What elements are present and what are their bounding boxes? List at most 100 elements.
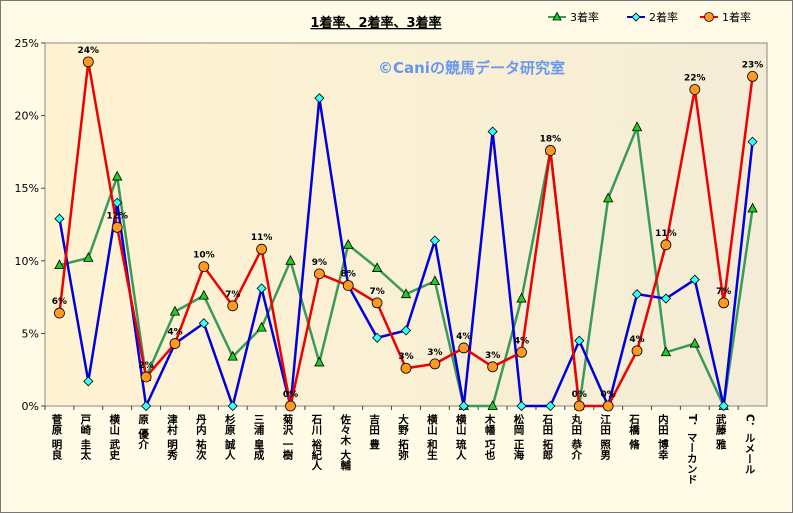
data-point <box>83 376 94 387</box>
data-label: 10% <box>193 251 215 261</box>
x-tick-label: 原 優介 <box>137 414 149 450</box>
data-point <box>747 136 758 147</box>
data-label: 4% <box>514 336 529 346</box>
data-point <box>747 202 758 213</box>
data-point <box>227 400 238 412</box>
legend: 3着率 2着率 1着率 <box>548 10 751 24</box>
data-point <box>660 239 672 251</box>
x-tick-label: 三浦 皇成 <box>253 414 265 460</box>
data-point <box>112 170 123 181</box>
data-point <box>516 400 527 412</box>
legend-marker <box>631 12 641 22</box>
data-point <box>631 289 643 300</box>
data-point <box>429 275 441 286</box>
data-label: 9% <box>312 258 327 268</box>
data-point <box>343 238 354 249</box>
data-point <box>400 288 412 299</box>
data-point <box>487 126 498 137</box>
data-point <box>198 289 210 300</box>
data-point <box>458 342 470 354</box>
x-tick-label: 横山 武史 <box>108 413 120 460</box>
data-point <box>54 259 65 270</box>
data-label: 6% <box>52 297 67 307</box>
x-tick-label: 木幡 巧也 <box>484 413 496 459</box>
data-point <box>112 197 123 208</box>
data-point <box>198 261 210 273</box>
x-tick-label: T．マーカンド <box>686 414 698 484</box>
legend-label: 3着率 <box>570 10 599 24</box>
watermark: ©Caniの競馬データ研究室 <box>378 59 565 77</box>
x-tick-label: 石橋 脩 <box>628 414 640 450</box>
y-tick-label: 0% <box>22 400 39 413</box>
data-point <box>718 297 730 309</box>
data-label: 3% <box>427 348 442 358</box>
data-label: 3% <box>398 352 413 362</box>
x-tick-label: 菊沢 一樹 <box>281 413 293 460</box>
data-point <box>718 400 729 412</box>
data-point <box>54 213 65 224</box>
x-tick-label: 丸田 恭介 <box>570 413 582 460</box>
data-label: 22% <box>684 73 706 83</box>
x-tick-label: C．ルメール <box>744 414 756 474</box>
data-label: 11% <box>655 229 677 239</box>
legend-label: 1着率 <box>722 10 751 24</box>
legend-item: 3着率 <box>548 10 599 24</box>
data-label: 7% <box>369 287 384 297</box>
data-point <box>574 335 585 346</box>
x-tick-label: 石川 裕紀人 <box>310 414 322 470</box>
legend-item: 2着率 <box>627 10 678 24</box>
series-layer <box>54 56 758 412</box>
data-point <box>83 252 94 262</box>
data-point <box>429 358 441 370</box>
x-tick-label: 戸崎 圭太 <box>79 414 91 460</box>
data-label: 0% <box>283 390 298 400</box>
x-tick-label: 内田 博幸 <box>657 413 669 460</box>
x-tick-label: 菅原 明良 <box>50 413 62 460</box>
data-label: 4% <box>456 332 471 342</box>
data-point <box>660 346 672 357</box>
data-point <box>371 262 383 272</box>
data-labels: 6% 24% 12% 2% 4% 10% 7% 11% 0% 9% 8% 7% 3% 3% 4% 3% 4% 18… <box>52 46 764 400</box>
data-point <box>631 345 643 357</box>
data-point <box>487 400 498 410</box>
data-point <box>371 297 383 309</box>
data-point <box>689 337 700 348</box>
data-point <box>487 361 499 373</box>
data-point <box>400 325 412 336</box>
data-label: 4% <box>629 335 644 345</box>
x-tick-label: 吉田 豊 <box>368 413 380 449</box>
data-point <box>141 400 152 412</box>
data-point <box>545 400 556 412</box>
data-point <box>631 121 643 132</box>
data-label: 12% <box>106 211 128 221</box>
data-point <box>111 222 123 233</box>
data-point <box>516 292 527 303</box>
data-point <box>140 371 152 383</box>
series-1 <box>54 121 758 411</box>
data-point <box>169 305 181 316</box>
plot-area <box>44 42 768 407</box>
x-tick-label: 江田 照男 <box>599 413 611 460</box>
data-point <box>458 400 469 412</box>
data-point <box>689 84 701 95</box>
data-point <box>256 243 268 255</box>
data-point <box>372 332 383 343</box>
data-label: 0% <box>572 390 587 400</box>
data-point <box>227 350 238 361</box>
data-point <box>285 254 296 265</box>
x-tick-label: 杉原 誠人 <box>224 413 236 459</box>
x-tick-label: 大野 拓弥 <box>397 413 409 460</box>
data-point <box>314 356 325 367</box>
legend-item: 1着率 <box>700 10 751 24</box>
x-tick-label: 武藤 雅 <box>715 413 727 450</box>
y-tick-label: 5% <box>22 327 39 340</box>
data-point <box>256 283 267 294</box>
data-point <box>227 300 239 312</box>
data-label: 4% <box>167 328 182 338</box>
data-point <box>516 346 527 358</box>
legend-label: 2着率 <box>649 10 678 24</box>
axes: 0% 5% 10% 15% 20% 25% 菅原 明良 戸崎 圭太 横山 武史 原 優介 津村 明秀… <box>15 37 756 484</box>
x-tick-label: 石田 拓郎 <box>541 414 553 460</box>
data-label: 0% <box>601 390 616 400</box>
